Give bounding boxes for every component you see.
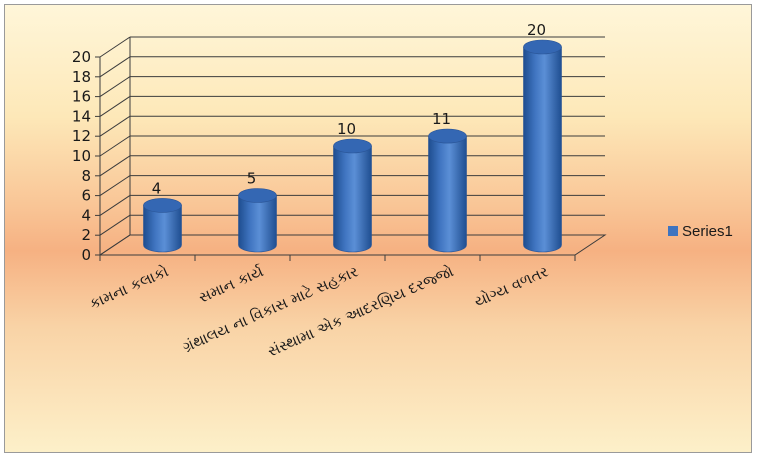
gridline-side [99,76,131,98]
y-tick-label: 2 [81,226,91,244]
y-tick-label: 4 [81,206,91,224]
data-labels: 4 5 10 11 20 [152,21,546,197]
gridline-side [99,175,131,197]
bars [143,39,562,253]
bar [238,188,277,253]
bar-top [523,39,562,55]
bar-body [143,205,182,253]
chart-frame: 0 2 4 6 8 10 12 14 16 18 20 4 5 10 11 20 કામના કલાકો સમ… [4,4,752,453]
gridline-side [99,115,131,137]
gridline-side [99,95,131,117]
gridline-side [99,135,131,157]
y-tick-label: 6 [81,187,91,205]
bar [143,198,182,253]
category-label: સમાન કાર્ય [196,262,266,306]
bar-body [523,46,562,253]
data-label: 10 [337,120,356,138]
y-tick-label: 0 [81,246,91,264]
bar-top [428,128,467,144]
y-tick-label: 14 [72,107,91,125]
category-label: સંસ્થામા એક આદરણિય દરજ્જો [265,262,456,360]
category-label: યોગ્ય વળતર [472,262,552,311]
bar-body [333,145,372,253]
bar-body [428,135,467,253]
bar-top [238,188,277,203]
bar-top [143,198,182,213]
y-tick-label: 18 [72,68,91,86]
y-tick-label: 12 [72,127,91,145]
gridline-side [99,214,131,236]
y-tick-label: 20 [72,48,91,66]
gridline-side [99,56,131,78]
y-tick-label: 10 [72,147,91,165]
legend-swatch-series1 [668,226,678,236]
bar [333,138,372,253]
data-label: 20 [527,21,546,39]
gridline-side [99,234,131,256]
legend: Series1 [668,223,733,240]
y-tick-label: 16 [72,88,91,106]
data-label: 11 [432,110,451,128]
gridline-side [99,155,131,177]
bar-body [238,195,277,253]
bar [428,128,467,253]
legend-label-series1: Series1 [682,223,733,240]
data-label: 5 [247,170,257,188]
y-tick-label: 8 [81,167,91,185]
category-label: કામના કલાકો [87,262,172,313]
bar-top [333,138,372,154]
data-label: 4 [152,179,162,197]
gridline-side [99,36,131,58]
bar [523,39,562,253]
category-labels: કામના કલાકો સમાન કાર્યગ્રંથાલય ના વિકાસ મ… [87,262,552,361]
gridline-side [99,194,131,216]
